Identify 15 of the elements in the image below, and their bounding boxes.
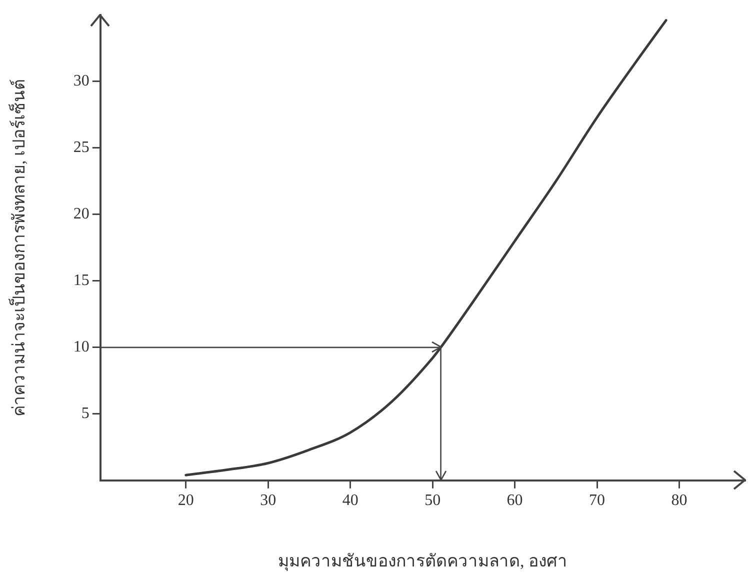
x-tick-label: 20 — [178, 492, 194, 510]
y-tick-label: 30 — [73, 72, 90, 90]
x-tick-label: 60 — [506, 492, 523, 510]
x-axis-title: มุมความชันของการตัดความลาด, องศา — [278, 551, 568, 572]
y-tick-label: 15 — [73, 272, 90, 290]
y-tick-label: 10 — [73, 338, 90, 356]
y-tick-label: 5 — [81, 405, 90, 422]
y-tick-label: 25 — [73, 139, 90, 156]
x-tick-label: 40 — [342, 492, 358, 510]
x-tick-label: 70 — [589, 492, 606, 510]
y-tick-label: 20 — [73, 206, 90, 223]
x-tick-label: 50 — [424, 492, 441, 510]
x-tick-label: 80 — [671, 492, 688, 510]
x-tick-label: 30 — [260, 492, 276, 510]
y-axis-title: ค่าความน่าจะเป็นของการพังทลาย, เปอร์เซ็นต์ — [8, 78, 29, 416]
